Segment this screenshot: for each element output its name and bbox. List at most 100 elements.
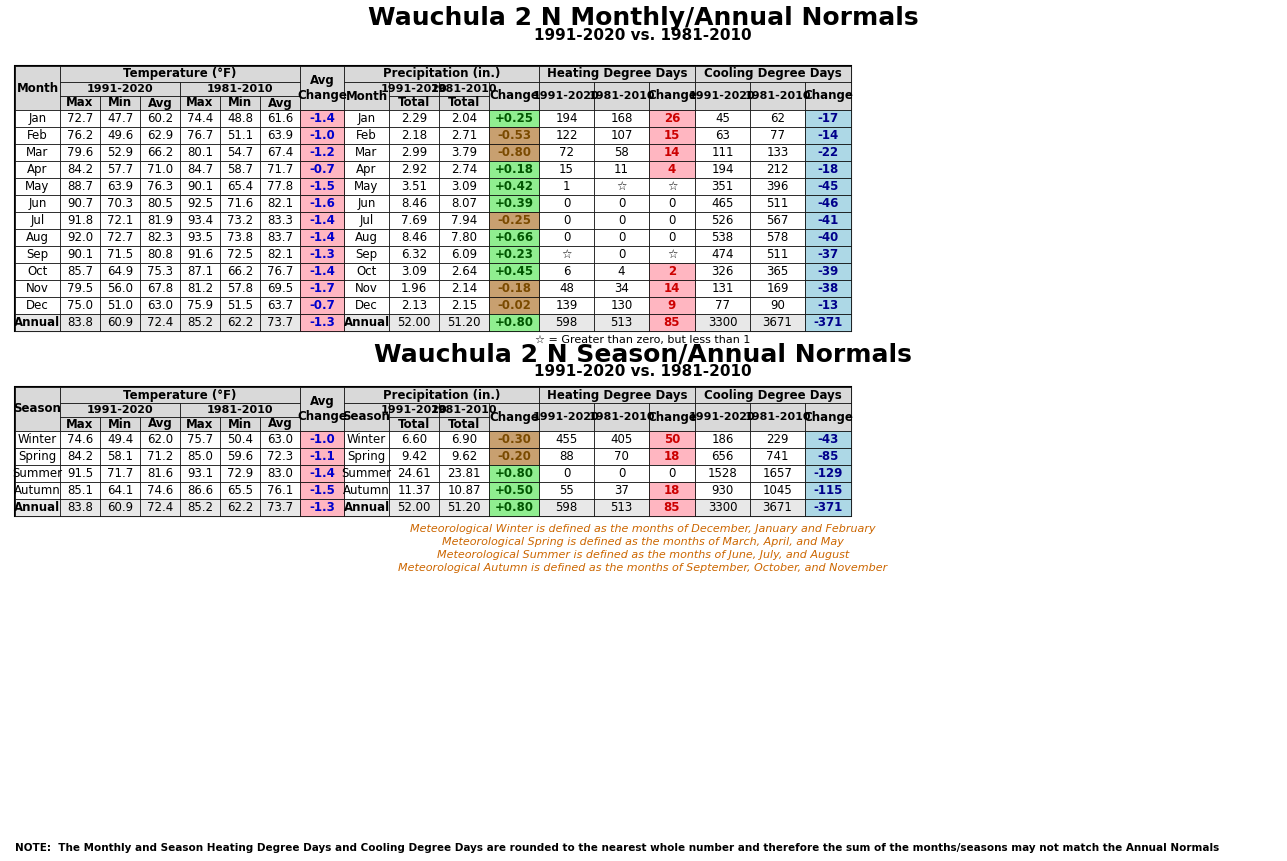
Bar xyxy=(260,297,300,314)
Text: 80.5: 80.5 xyxy=(147,197,172,210)
Text: -1.4: -1.4 xyxy=(309,214,335,227)
Bar xyxy=(220,417,260,431)
Bar xyxy=(140,465,180,482)
Bar xyxy=(15,465,60,482)
Bar xyxy=(260,195,300,212)
Bar xyxy=(100,127,140,144)
Text: 37: 37 xyxy=(614,484,629,497)
Bar xyxy=(389,127,439,144)
Text: 2.14: 2.14 xyxy=(450,282,477,295)
Text: -1.4: -1.4 xyxy=(309,265,335,278)
Text: +0.18: +0.18 xyxy=(494,163,534,176)
Bar xyxy=(300,178,344,195)
Text: 87.1: 87.1 xyxy=(187,265,214,278)
Text: 48: 48 xyxy=(559,282,574,295)
Bar xyxy=(489,144,539,161)
Bar xyxy=(804,482,851,499)
Text: 3671: 3671 xyxy=(763,501,793,514)
Bar xyxy=(100,465,140,482)
Bar xyxy=(300,127,344,144)
Bar xyxy=(344,263,389,280)
Text: Change: Change xyxy=(803,90,853,102)
Bar xyxy=(100,110,140,127)
Bar xyxy=(539,499,595,516)
Text: Autumn: Autumn xyxy=(14,484,60,497)
Bar xyxy=(649,178,695,195)
Bar xyxy=(439,178,489,195)
Bar xyxy=(344,127,389,144)
Text: Change: Change xyxy=(489,90,539,102)
Text: 66.2: 66.2 xyxy=(147,146,174,159)
Text: 50.4: 50.4 xyxy=(227,433,254,446)
Bar xyxy=(60,314,100,331)
Bar xyxy=(344,229,389,246)
Bar xyxy=(439,195,489,212)
Bar xyxy=(750,195,804,212)
Bar xyxy=(439,499,489,516)
Bar xyxy=(15,246,60,263)
Bar xyxy=(260,178,300,195)
Text: 598: 598 xyxy=(556,316,578,329)
Bar xyxy=(15,387,60,431)
Bar xyxy=(595,144,649,161)
Text: 396: 396 xyxy=(766,180,789,193)
Bar xyxy=(695,403,750,431)
Text: 1: 1 xyxy=(562,180,570,193)
Text: -14: -14 xyxy=(817,129,839,142)
Text: 81.9: 81.9 xyxy=(147,214,172,227)
Bar xyxy=(60,280,100,297)
Text: Nov: Nov xyxy=(26,282,49,295)
Bar xyxy=(344,387,539,403)
Text: 84.2: 84.2 xyxy=(67,163,93,176)
Text: Temperature (°F): Temperature (°F) xyxy=(124,388,237,401)
Text: +0.45: +0.45 xyxy=(494,265,534,278)
Bar xyxy=(489,431,539,448)
Text: 1991-2020: 1991-2020 xyxy=(533,412,600,422)
Text: 93.1: 93.1 xyxy=(187,467,214,480)
Bar xyxy=(595,482,649,499)
Text: Meteorological Spring is defined as the months of March, April, and May: Meteorological Spring is defined as the … xyxy=(441,537,844,547)
Bar xyxy=(389,195,439,212)
Text: 10.87: 10.87 xyxy=(448,484,481,497)
Text: 3300: 3300 xyxy=(708,501,737,514)
Text: 513: 513 xyxy=(610,501,633,514)
Bar xyxy=(344,499,389,516)
Bar xyxy=(300,280,344,297)
Text: 90: 90 xyxy=(770,299,785,312)
Bar xyxy=(260,212,300,229)
Text: Nov: Nov xyxy=(355,282,378,295)
Bar xyxy=(595,297,649,314)
Text: 365: 365 xyxy=(766,265,789,278)
Bar xyxy=(15,110,60,127)
Bar xyxy=(344,144,389,161)
Text: 1981-2010: 1981-2010 xyxy=(588,412,655,422)
Text: Min: Min xyxy=(228,418,252,430)
Bar xyxy=(60,417,100,431)
Text: 82.3: 82.3 xyxy=(147,231,172,244)
Bar xyxy=(344,195,389,212)
Text: -1.2: -1.2 xyxy=(309,146,335,159)
Text: 83.3: 83.3 xyxy=(268,214,293,227)
Bar xyxy=(100,96,140,110)
Text: 6.32: 6.32 xyxy=(402,248,427,261)
Text: 82.1: 82.1 xyxy=(266,248,293,261)
Text: 66.2: 66.2 xyxy=(227,265,254,278)
Text: Month: Month xyxy=(17,82,59,95)
Bar xyxy=(439,417,489,431)
Bar xyxy=(539,403,595,431)
Text: Dec: Dec xyxy=(26,299,49,312)
Text: 1991-2020: 1991-2020 xyxy=(689,91,755,101)
Text: 0: 0 xyxy=(562,197,570,210)
Text: 656: 656 xyxy=(712,450,734,463)
Text: 92.5: 92.5 xyxy=(187,197,214,210)
Text: Avg
Change: Avg Change xyxy=(297,74,347,102)
Bar xyxy=(220,465,260,482)
Bar xyxy=(489,82,539,110)
Text: 9.62: 9.62 xyxy=(450,450,477,463)
Text: 85.0: 85.0 xyxy=(187,450,212,463)
Text: 63.9: 63.9 xyxy=(107,180,133,193)
Text: 62.2: 62.2 xyxy=(227,501,254,514)
Bar xyxy=(180,144,220,161)
Bar xyxy=(750,403,804,431)
Bar xyxy=(300,212,344,229)
